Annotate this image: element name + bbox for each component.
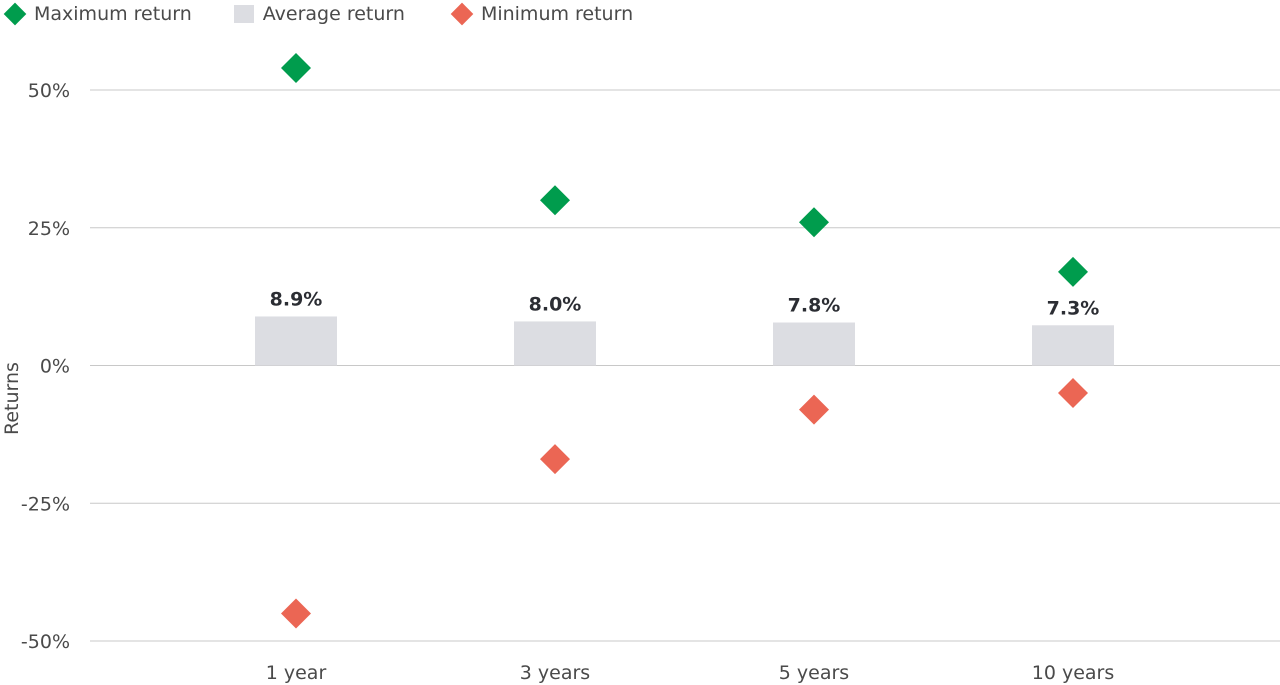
legend-marker-minimum — [450, 2, 474, 26]
x-tick-label: 5 years — [779, 662, 849, 684]
average-bar-label: 7.8% — [788, 295, 841, 317]
legend-label-maximum: Maximum return — [34, 3, 192, 25]
maximum-marker — [281, 52, 311, 83]
y-tick-label: 0% — [40, 356, 70, 378]
y-tick-label: -25% — [21, 493, 70, 515]
average-bar — [514, 321, 596, 366]
maximum-marker — [540, 185, 570, 216]
y-tick-label: -50% — [21, 631, 70, 653]
legend-label-minimum: Minimum return — [480, 3, 634, 25]
maximum-marker — [1058, 256, 1088, 287]
minimum-marker — [799, 394, 829, 425]
y-tick-label: 25% — [28, 218, 70, 240]
average-bar — [773, 322, 855, 366]
y-tick-label: 50% — [28, 80, 70, 102]
legend-marker-average — [233, 5, 254, 23]
legend-item-average: Average return — [233, 3, 405, 25]
x-tick-label: 1 year — [266, 662, 327, 684]
minimum-marker — [540, 444, 570, 475]
legend-label-average: Average return — [262, 3, 405, 25]
y-axis-title: Returns — [1, 362, 23, 435]
average-bar-label: 7.3% — [1047, 297, 1100, 319]
minimum-marker — [281, 598, 311, 629]
maximum-marker — [799, 207, 829, 238]
chart-legend: Maximum return Average return Minimum re… — [0, 0, 633, 28]
legend-item-maximum: Maximum return — [0, 2, 192, 26]
average-bar-label: 8.9% — [270, 288, 323, 310]
legend-marker-maximum — [3, 2, 27, 26]
average-bar — [255, 316, 337, 366]
average-bar-label: 8.0% — [529, 293, 582, 315]
legend-item-minimum: Minimum return — [447, 2, 634, 26]
x-tick-label: 10 years — [1032, 662, 1115, 684]
average-bar — [1032, 325, 1114, 366]
x-tick-label: 3 years — [520, 662, 590, 684]
minimum-marker — [1058, 378, 1088, 409]
